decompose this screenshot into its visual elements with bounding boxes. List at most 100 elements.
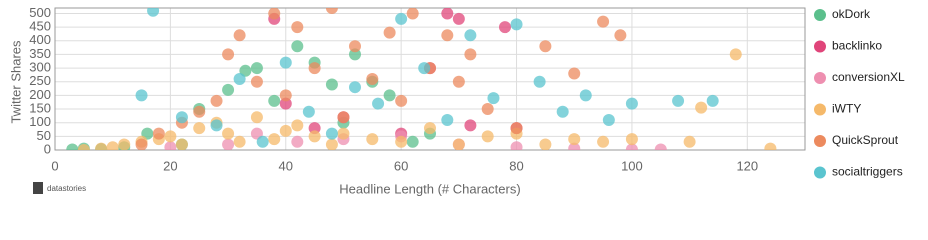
y-tick-label: 350 [29,46,51,61]
plot-frame [54,7,806,151]
logo-icon [33,182,43,194]
point [222,83,235,96]
point [66,143,79,150]
point [510,122,523,135]
point [672,94,685,107]
point [539,138,552,150]
point [233,73,246,85]
point [193,105,206,118]
point [279,56,292,69]
point [256,135,269,148]
y-tick-label: 500 [29,5,51,20]
point [349,40,361,53]
chart: Headline Length (# Characters) Twitter S… [0,0,928,206]
legend-marker [814,103,826,116]
point [625,143,638,150]
y-tick-label: 150 [29,100,51,115]
point [268,8,281,20]
point [135,89,148,102]
point [625,133,638,146]
point [325,8,338,14]
point [279,124,292,137]
point [164,130,177,143]
point [164,141,177,150]
point [510,141,523,150]
legend-label: okDork [832,7,871,21]
point [193,122,206,135]
point [383,26,396,39]
x-tick-label: 20 [163,158,177,173]
background [0,0,928,206]
point [395,135,408,148]
point [250,75,263,88]
point [135,138,148,150]
x-tick-label: 100 [621,158,643,173]
point [349,81,361,94]
point [325,127,338,140]
legend-label: QuickSprout [832,133,899,147]
point [625,97,638,110]
x-tick-label: 120 [736,158,758,173]
point [291,40,304,53]
y-tick-label: 400 [29,32,51,47]
y-tick-label: 0 [44,141,51,156]
point [464,29,477,42]
point [487,92,500,105]
point [337,127,350,140]
legend-label: iWTY [832,102,861,116]
point [441,29,454,42]
point [418,62,431,75]
point [481,130,494,143]
point [424,122,436,135]
x-tick-label: 40 [279,158,293,173]
point [602,113,615,126]
legend: okDork backlinko conversionXL iWTY QuickSpro… [814,7,905,179]
legend-marker [814,135,826,147]
point [95,142,108,150]
point [325,138,338,150]
points [66,8,777,150]
point [118,138,131,150]
point [175,138,188,150]
point [452,138,465,150]
point [395,12,408,25]
point [222,48,235,61]
point [325,78,338,91]
point [695,101,708,114]
point [291,21,304,34]
x-tick-label: 80 [509,158,523,173]
legend-marker [814,72,826,84]
point [152,127,165,140]
point [654,143,667,150]
y-tick-label: 300 [29,60,51,75]
point [539,40,552,53]
point [597,135,610,148]
point [291,119,304,132]
point [568,133,581,146]
point [510,18,523,31]
point [729,48,742,61]
point [568,142,581,150]
y-tick-label: 450 [29,19,51,34]
point [250,111,263,124]
point [683,135,696,148]
point [302,105,315,118]
point [556,105,569,118]
point [764,142,777,150]
y-tick-label: 250 [29,73,51,88]
point [106,141,119,150]
point [499,21,511,34]
x-tick-label: 60 [394,158,408,173]
point [268,94,281,107]
point [452,75,465,88]
point [77,144,90,150]
point [452,12,465,25]
point [464,48,477,61]
point [579,89,592,102]
point [597,15,610,28]
point [147,8,160,17]
point [533,75,546,88]
point [233,29,246,42]
point [614,29,627,42]
x-axis-label: Headline Length (# Characters) [339,181,520,196]
